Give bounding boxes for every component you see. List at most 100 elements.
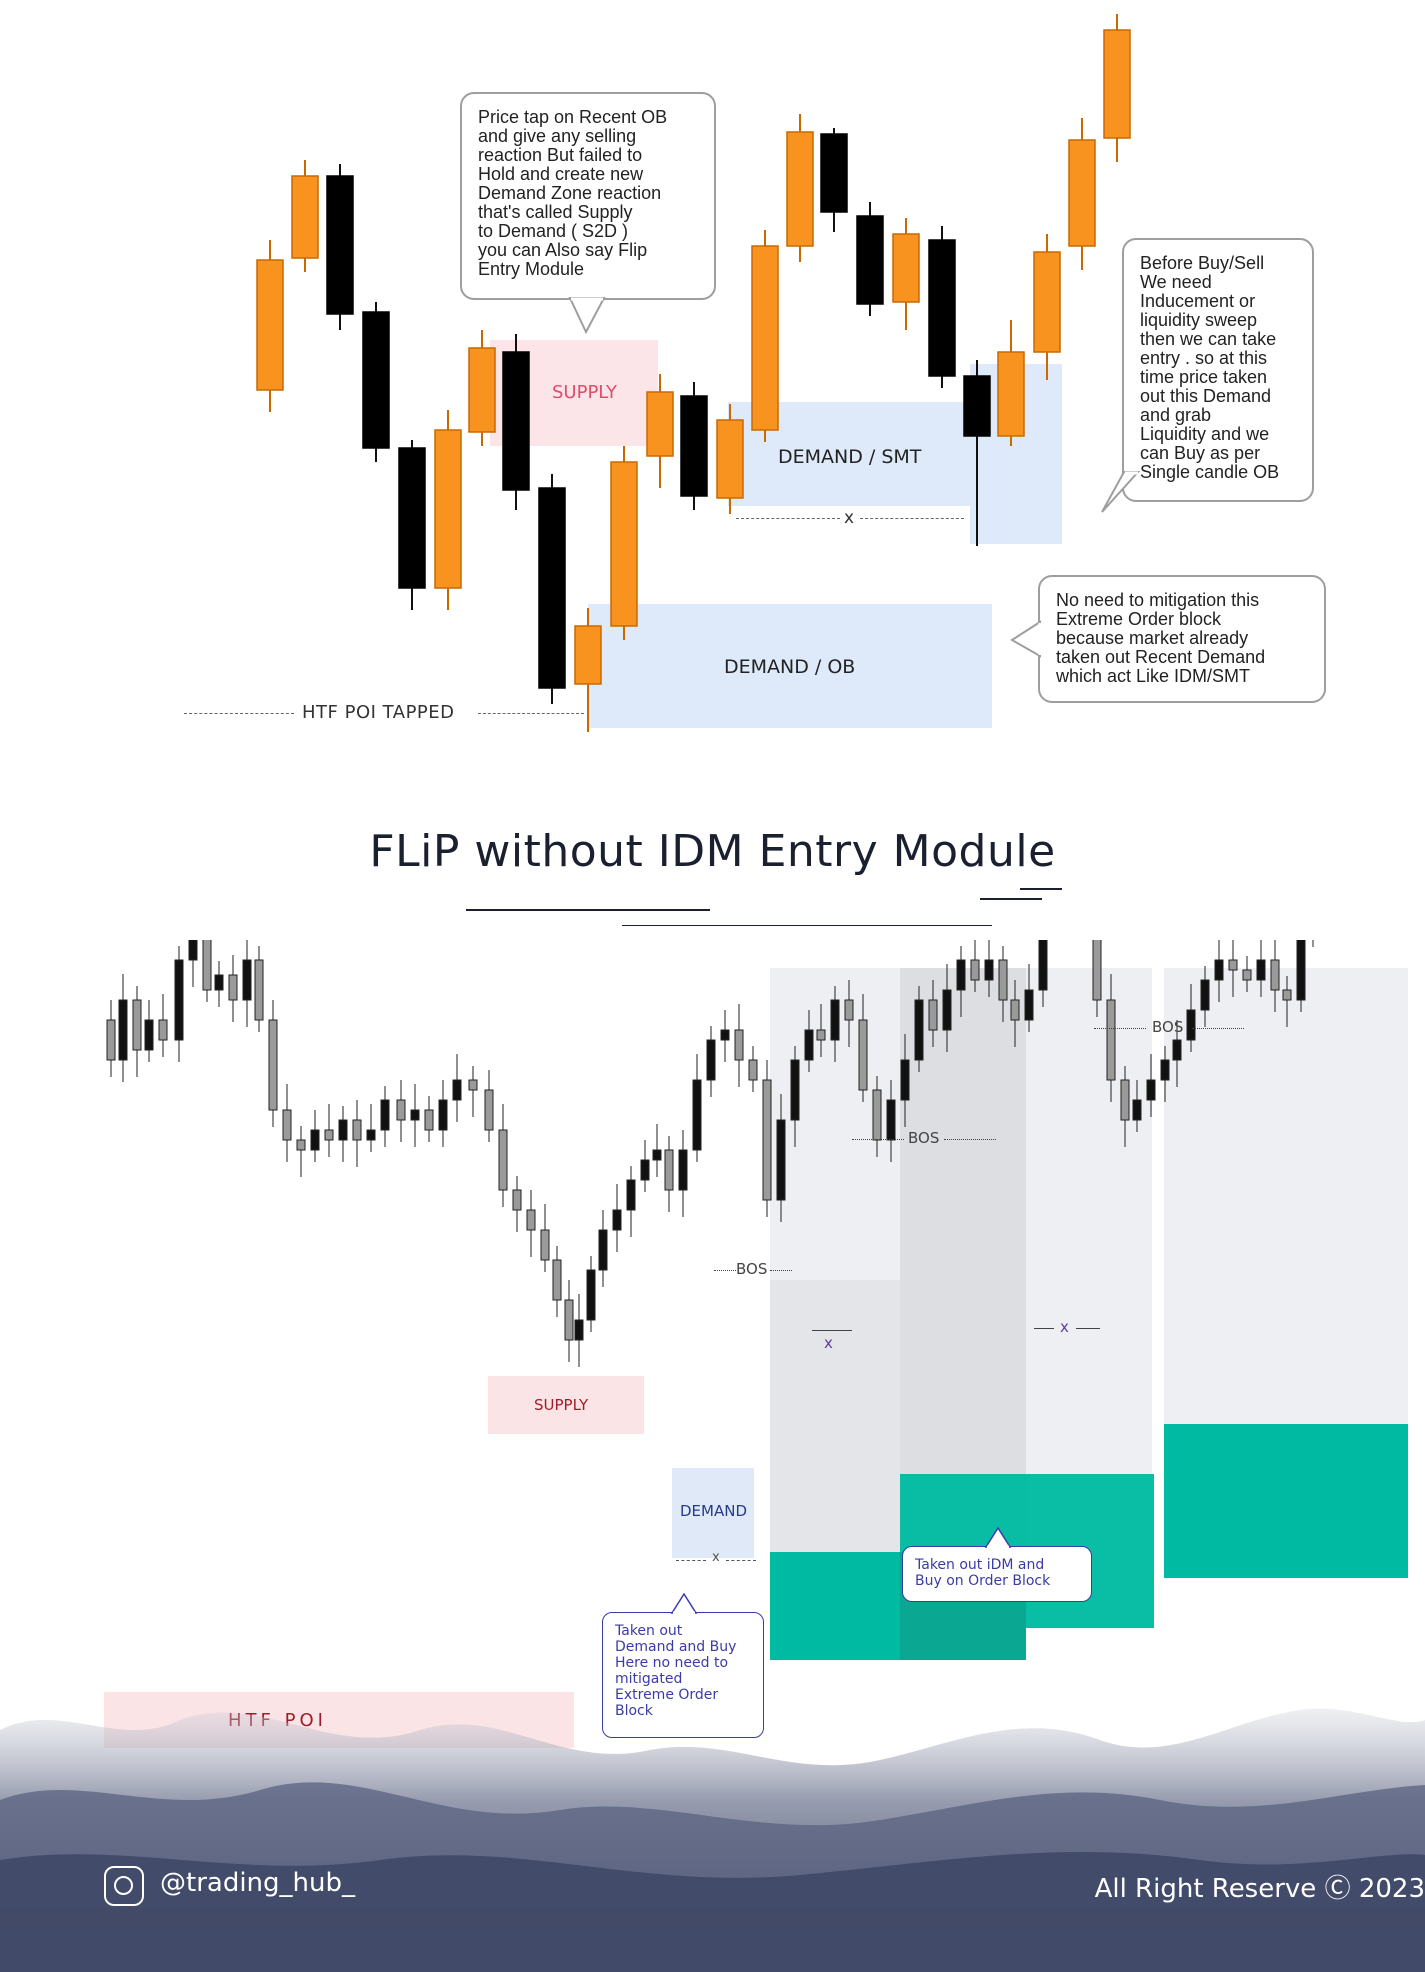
candle-body-5 bbox=[434, 429, 462, 589]
bos-label-2: BOS bbox=[908, 1129, 940, 1147]
sweep-line-b1 bbox=[676, 1560, 706, 1561]
demand-label-bottom: DEMAND bbox=[680, 1502, 748, 1520]
mini-candle-body-9 bbox=[214, 974, 224, 991]
candle-body-19 bbox=[928, 239, 956, 377]
mini-candle-body-87 bbox=[1282, 989, 1292, 1001]
mini-candle-body-50 bbox=[776, 1119, 786, 1201]
title-underline-1 bbox=[466, 909, 710, 911]
candle-body-0 bbox=[256, 259, 284, 391]
s2d-callout: Price tap on Recent OB and give any sell… bbox=[460, 92, 716, 300]
mini-candle-body-37 bbox=[598, 1229, 608, 1271]
x-marker-1: x bbox=[712, 1550, 720, 1565]
mini-candle-body-25 bbox=[438, 1099, 448, 1131]
s2d-callout-pointer bbox=[568, 297, 606, 335]
mini-candle-body-80 bbox=[1186, 1009, 1196, 1041]
mini-candle-body-11 bbox=[242, 959, 252, 1001]
mini-candle-body-88 bbox=[1296, 940, 1306, 1001]
bos-line-1 bbox=[714, 1270, 736, 1271]
mini-candle-body-10 bbox=[228, 974, 238, 1001]
footer-smoke bbox=[0, 1708, 1425, 1972]
mini-candle-body-41 bbox=[652, 1149, 662, 1161]
candle-body-18 bbox=[892, 233, 920, 303]
mini-candle-body-76 bbox=[1132, 1099, 1142, 1121]
mini-candle-body-27 bbox=[468, 1079, 478, 1091]
top-candles bbox=[256, 14, 1131, 732]
mini-candle-body-39 bbox=[626, 1179, 636, 1211]
mini-candle-body-34 bbox=[564, 1299, 574, 1341]
mini-candle-body-6 bbox=[174, 959, 184, 1041]
mini-candle-body-62 bbox=[942, 989, 952, 1031]
demand-buy-callout: Taken out Demand and Buy Here no need to… bbox=[602, 1612, 764, 1738]
footer-handle[interactable]: @trading_hub_ bbox=[160, 1868, 355, 1898]
mini-candle-body-49 bbox=[762, 1079, 772, 1201]
title-underline-2 bbox=[622, 925, 992, 926]
mini-candle-body-43 bbox=[678, 1149, 688, 1191]
mini-candle-body-21 bbox=[380, 1099, 390, 1131]
mini-candle-body-47 bbox=[734, 1029, 744, 1061]
mini-candle-body-16 bbox=[310, 1129, 320, 1151]
mini-candle-body-20 bbox=[366, 1129, 376, 1141]
mini-candle-body-32 bbox=[540, 1229, 550, 1261]
instagram-icon[interactable] bbox=[104, 1866, 144, 1906]
candle-body-1 bbox=[291, 175, 319, 259]
mini-candle-body-22 bbox=[396, 1099, 406, 1121]
mini-candle-body-36 bbox=[586, 1269, 596, 1321]
bos-line-3b bbox=[1192, 1028, 1244, 1029]
demand-zone-bottom bbox=[672, 1468, 754, 1558]
mini-candle-body-3 bbox=[132, 999, 142, 1051]
candle-body-23 bbox=[1068, 139, 1096, 247]
candle-body-20 bbox=[963, 375, 991, 437]
mini-candle-body-31 bbox=[526, 1209, 536, 1231]
no-mitigation-callout-pointer bbox=[1010, 620, 1042, 658]
candle-body-13 bbox=[716, 419, 744, 499]
mini-candle-body-86 bbox=[1270, 959, 1280, 991]
mini-candle-body-8 bbox=[202, 940, 212, 991]
mini-candle-body-63 bbox=[956, 959, 966, 991]
order-block-3 bbox=[1164, 1424, 1408, 1578]
x-marker-2: x bbox=[824, 1334, 833, 1352]
mini-candle-body-42 bbox=[664, 1149, 674, 1191]
mini-candle-body-65 bbox=[984, 959, 994, 981]
candle-body-3 bbox=[362, 311, 390, 449]
mini-candle-body-51 bbox=[790, 1059, 800, 1121]
sweep-line-b1b bbox=[726, 1560, 756, 1561]
bos-line-1b bbox=[770, 1270, 792, 1271]
bos-line-2b bbox=[944, 1139, 996, 1140]
mini-candle-body-77 bbox=[1146, 1079, 1156, 1101]
demand-ob-zone bbox=[588, 604, 992, 728]
mini-candle-body-66 bbox=[998, 959, 1008, 1001]
panel-3 bbox=[1026, 968, 1152, 1502]
mini-candle-body-56 bbox=[858, 1019, 868, 1091]
mini-candle-body-74 bbox=[1106, 999, 1116, 1081]
mini-candle-body-35 bbox=[574, 1319, 584, 1341]
candle-body-2 bbox=[326, 175, 354, 315]
mini-candle-body-30 bbox=[512, 1189, 522, 1211]
htf-poi-line-left bbox=[184, 713, 294, 714]
mini-candle-body-7 bbox=[188, 940, 198, 961]
mini-candle-body-46 bbox=[720, 1029, 730, 1041]
sweep-line-left bbox=[736, 518, 840, 519]
mini-candle-body-83 bbox=[1228, 959, 1238, 971]
mini-candle-body-44 bbox=[692, 1079, 702, 1151]
candle-body-15 bbox=[786, 131, 814, 247]
sweep-line-b2 bbox=[812, 1330, 852, 1331]
panel-4 bbox=[1164, 968, 1408, 1452]
sweep-line-b3 bbox=[1034, 1328, 1054, 1329]
mini-candle-body-23 bbox=[410, 1109, 420, 1121]
inducement-callout: Before Buy/Sell We need Inducement or li… bbox=[1122, 238, 1314, 502]
mini-candle-body-57 bbox=[872, 1089, 882, 1141]
candle-body-12 bbox=[680, 395, 708, 497]
mini-candle-body-17 bbox=[324, 1129, 334, 1141]
mini-candle-body-33 bbox=[552, 1259, 562, 1301]
candle-body-21 bbox=[997, 351, 1025, 437]
demand-buy-callout-pointer bbox=[670, 1592, 698, 1614]
page-title: FLiP without IDM Entry Module bbox=[369, 826, 1056, 877]
candle-body-10 bbox=[610, 461, 638, 627]
mini-candle-body-26 bbox=[452, 1079, 462, 1101]
mini-candle-body-54 bbox=[830, 999, 840, 1041]
mini-candle-body-84 bbox=[1242, 969, 1252, 981]
candle-body-16 bbox=[820, 133, 848, 213]
mini-candle-body-69 bbox=[1038, 940, 1048, 991]
no-mitigation-callout: No need to mitigation this Extreme Order… bbox=[1038, 575, 1326, 703]
bos-label-1: BOS bbox=[736, 1260, 768, 1278]
